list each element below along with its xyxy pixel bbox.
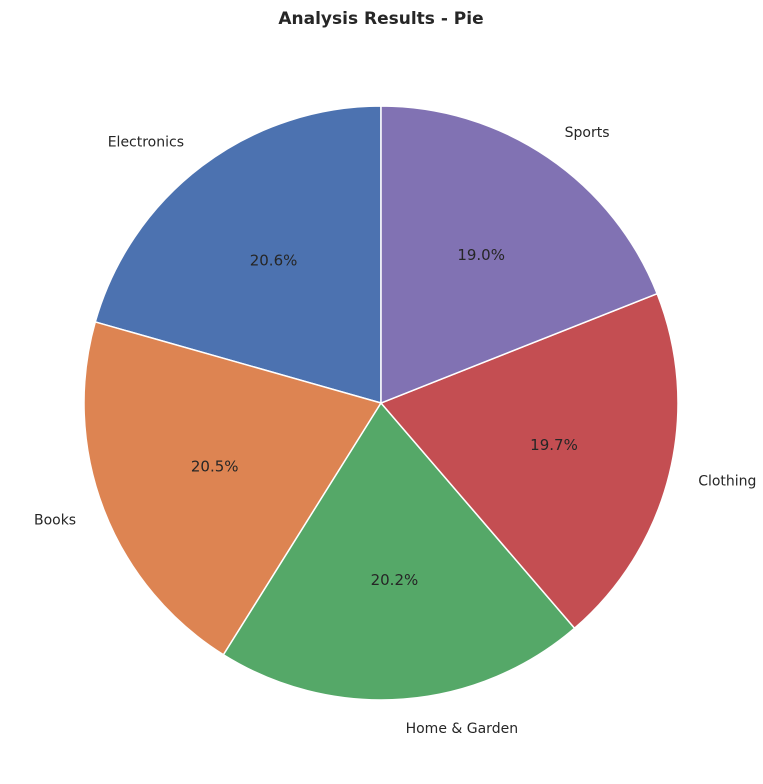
pie-slices — [83, 105, 679, 701]
pie-slice-home-garden — [222, 402, 576, 701]
chart-title: Analysis Results - Pie — [278, 9, 483, 29]
category-label-books: Books — [34, 512, 76, 528]
percentage-label-electronics: 20.6% — [250, 251, 298, 269]
percentage-label-sports: 19.0% — [457, 246, 505, 264]
pie-slice-sports — [380, 105, 658, 404]
category-label-sports: Sports — [565, 125, 610, 141]
percentage-labels: 20.6% 20.5% 20.2% 19.7% 19.0% — [191, 246, 578, 589]
pie-slice-clothing — [380, 292, 679, 629]
category-label-home-garden: Home & Garden — [406, 721, 518, 737]
percentage-label-home-garden: 20.2% — [371, 571, 419, 589]
pie-slice-electronics — [94, 105, 382, 404]
category-label-electronics: Electronics — [108, 134, 184, 150]
pie-slice-books — [83, 321, 382, 656]
percentage-label-clothing: 19.7% — [530, 436, 578, 454]
percentage-label-books: 20.5% — [191, 458, 239, 476]
category-labels: Electronics Books Home & Garden Clothing Spo… — [34, 125, 756, 737]
category-label-clothing: Clothing — [698, 473, 756, 489]
